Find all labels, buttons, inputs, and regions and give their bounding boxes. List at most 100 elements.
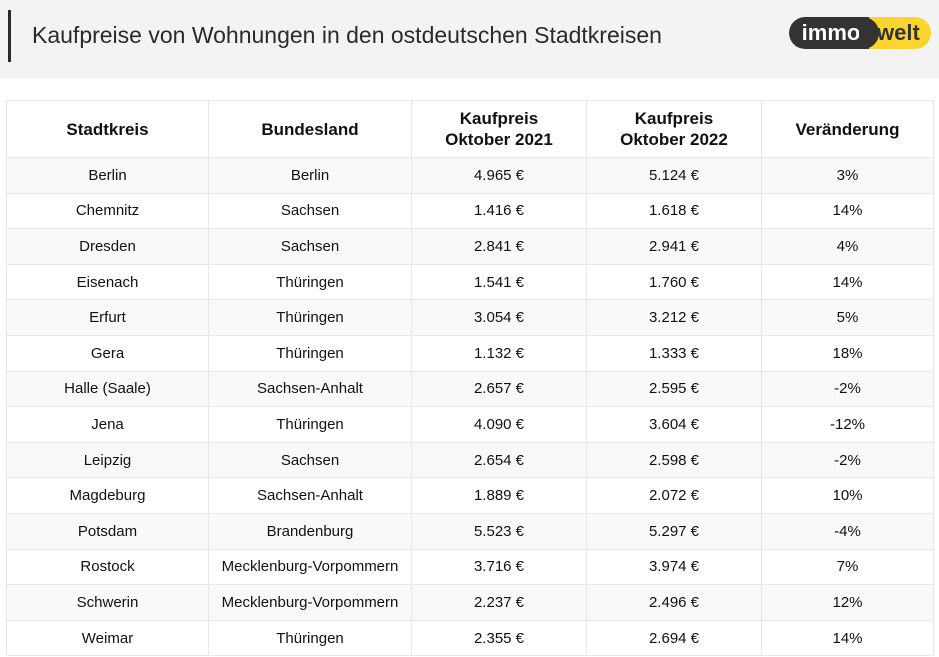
cell-bundesland: Mecklenburg-Vorpommern [208, 584, 412, 621]
cell-kaufpreis-2022: 2.941 € [586, 228, 762, 265]
cell-kaufpreis-2022: 3.604 € [586, 406, 762, 443]
cell-stadtkreis: Potsdam [6, 512, 209, 550]
cell-veraenderung: -2% [761, 370, 934, 408]
cell-kaufpreis-2022: 2.072 € [586, 477, 762, 514]
cell-stadtkreis: Schwerin [6, 584, 209, 621]
cell-kaufpreis-2022: 5.124 € [586, 157, 762, 194]
cell-stadtkreis: Dresden [6, 228, 209, 265]
page-title: Kaufpreise von Wohnungen in den ostdeuts… [32, 22, 662, 48]
cell-kaufpreis-2021: 3.716 € [411, 548, 587, 586]
cell-bundesland: Sachsen [208, 228, 412, 265]
cell-stadtkreis: Weimar [6, 619, 209, 657]
cell-veraenderung: 14% [761, 263, 934, 301]
cell-kaufpreis-2022: 1.333 € [586, 334, 762, 372]
cell-stadtkreis: Erfurt [6, 299, 209, 336]
cell-stadtkreis: Magdeburg [6, 477, 209, 514]
cell-kaufpreis-2022: 2.496 € [586, 584, 762, 621]
cell-bundesland: Sachsen-Anhalt [208, 370, 412, 408]
cell-stadtkreis: Eisenach [6, 263, 209, 301]
cell-bundesland: Brandenburg [208, 512, 412, 550]
table-row: Dresden Sachsen 2.841 € 2.941 € 4% [6, 228, 934, 265]
cell-bundesland: Thüringen [208, 406, 412, 443]
cell-kaufpreis-2021: 2.355 € [411, 619, 587, 657]
table-row: Leipzig Sachsen 2.654 € 2.598 € -2% [6, 441, 934, 479]
cell-kaufpreis-2021: 2.657 € [411, 370, 587, 408]
cell-kaufpreis-2021: 4.965 € [411, 157, 587, 194]
table-row: Potsdam Brandenburg 5.523 € 5.297 € -4% [6, 512, 934, 550]
cell-bundesland: Sachsen-Anhalt [208, 477, 412, 514]
cell-veraenderung: 10% [761, 477, 934, 514]
cell-kaufpreis-2022: 5.297 € [586, 512, 762, 550]
cell-kaufpreis-2021: 4.090 € [411, 406, 587, 443]
cell-kaufpreis-2022: 2.694 € [586, 619, 762, 657]
cell-veraenderung: 4% [761, 228, 934, 265]
table-body: Berlin Berlin 4.965 € 5.124 € 3% Chemnit… [6, 157, 934, 657]
cell-kaufpreis-2021: 1.132 € [411, 334, 587, 372]
cell-kaufpreis-2022: 1.618 € [586, 192, 762, 230]
cell-bundesland: Berlin [208, 157, 412, 194]
cell-stadtkreis: Leipzig [6, 441, 209, 479]
table-header-row: Stadtkreis Bundesland Kaufpreis Oktober … [6, 100, 934, 158]
cell-kaufpreis-2022: 2.598 € [586, 441, 762, 479]
cell-veraenderung: 18% [761, 334, 934, 372]
table-row: Erfurt Thüringen 3.054 € 3.212 € 5% [6, 299, 934, 336]
header-line: Veränderung [795, 119, 900, 139]
cell-veraenderung: -2% [761, 441, 934, 479]
table-row: Halle (Saale) Sachsen-Anhalt 2.657 € 2.5… [6, 370, 934, 408]
header-line: Kaufpreis [459, 109, 539, 128]
cell-kaufpreis-2022: 3.974 € [586, 548, 762, 586]
logo-left-text: immo [789, 17, 879, 49]
column-header-kaufpreis-2021: Kaufpreis Oktober 2021 [411, 100, 587, 158]
header-line: Stadtkreis [66, 119, 149, 139]
table-row: Jena Thüringen 4.090 € 3.604 € -12% [6, 406, 934, 443]
table-row: Schwerin Mecklenburg-Vorpommern 2.237 € … [6, 584, 934, 621]
column-header-stadtkreis: Stadtkreis [6, 100, 209, 158]
cell-bundesland: Mecklenburg-Vorpommern [208, 548, 412, 586]
table-row: Gera Thüringen 1.132 € 1.333 € 18% [6, 334, 934, 372]
cell-veraenderung: 14% [761, 192, 934, 230]
cell-stadtkreis: Jena [6, 406, 209, 443]
table-row: Berlin Berlin 4.965 € 5.124 € 3% [6, 157, 934, 194]
logo-right-text: welt [877, 20, 920, 45]
cell-kaufpreis-2021: 1.889 € [411, 477, 587, 514]
price-table-container: Stadtkreis Bundesland Kaufpreis Oktober … [6, 100, 934, 657]
cell-bundesland: Thüringen [208, 299, 412, 336]
table-row: Eisenach Thüringen 1.541 € 1.760 € 14% [6, 263, 934, 301]
cell-kaufpreis-2021: 2.841 € [411, 228, 587, 265]
cell-veraenderung: 3% [761, 157, 934, 194]
cell-veraenderung: 7% [761, 548, 934, 586]
table-row: Magdeburg Sachsen-Anhalt 1.889 € 2.072 €… [6, 477, 934, 514]
cell-stadtkreis: Halle (Saale) [6, 370, 209, 408]
column-header-bundesland: Bundesland [208, 100, 412, 158]
cell-stadtkreis: Gera [6, 334, 209, 372]
immowelt-logo: immo welt [789, 17, 931, 49]
cell-stadtkreis: Chemnitz [6, 192, 209, 230]
cell-veraenderung: 14% [761, 619, 934, 657]
cell-bundesland: Thüringen [208, 619, 412, 657]
cell-stadtkreis: Berlin [6, 157, 209, 194]
table-row: Chemnitz Sachsen 1.416 € 1.618 € 14% [6, 192, 934, 230]
title-accent-bar [8, 10, 11, 62]
cell-kaufpreis-2021: 2.654 € [411, 441, 587, 479]
cell-veraenderung: -12% [761, 406, 934, 443]
table-row: Rostock Mecklenburg-Vorpommern 3.716 € 3… [6, 548, 934, 586]
cell-kaufpreis-2021: 3.054 € [411, 299, 587, 336]
column-header-kaufpreis-2022: Kaufpreis Oktober 2022 [586, 100, 762, 158]
header-line: Oktober 2022 [620, 130, 728, 149]
cell-kaufpreis-2021: 2.237 € [411, 584, 587, 621]
cell-bundesland: Sachsen [208, 192, 412, 230]
cell-stadtkreis: Rostock [6, 548, 209, 586]
cell-kaufpreis-2021: 5.523 € [411, 512, 587, 550]
cell-kaufpreis-2022: 2.595 € [586, 370, 762, 408]
cell-veraenderung: 12% [761, 584, 934, 621]
cell-veraenderung: -4% [761, 512, 934, 550]
cell-kaufpreis-2021: 1.541 € [411, 263, 587, 301]
cell-bundesland: Thüringen [208, 334, 412, 372]
cell-kaufpreis-2021: 1.416 € [411, 192, 587, 230]
header: Kaufpreise von Wohnungen in den ostdeuts… [0, 0, 939, 78]
cell-bundesland: Sachsen [208, 441, 412, 479]
price-table: Stadtkreis Bundesland Kaufpreis Oktober … [6, 100, 934, 657]
column-header-veraenderung: Veränderung [761, 100, 934, 158]
header-line: Bundesland [261, 119, 359, 139]
table-row: Weimar Thüringen 2.355 € 2.694 € 14% [6, 619, 934, 657]
